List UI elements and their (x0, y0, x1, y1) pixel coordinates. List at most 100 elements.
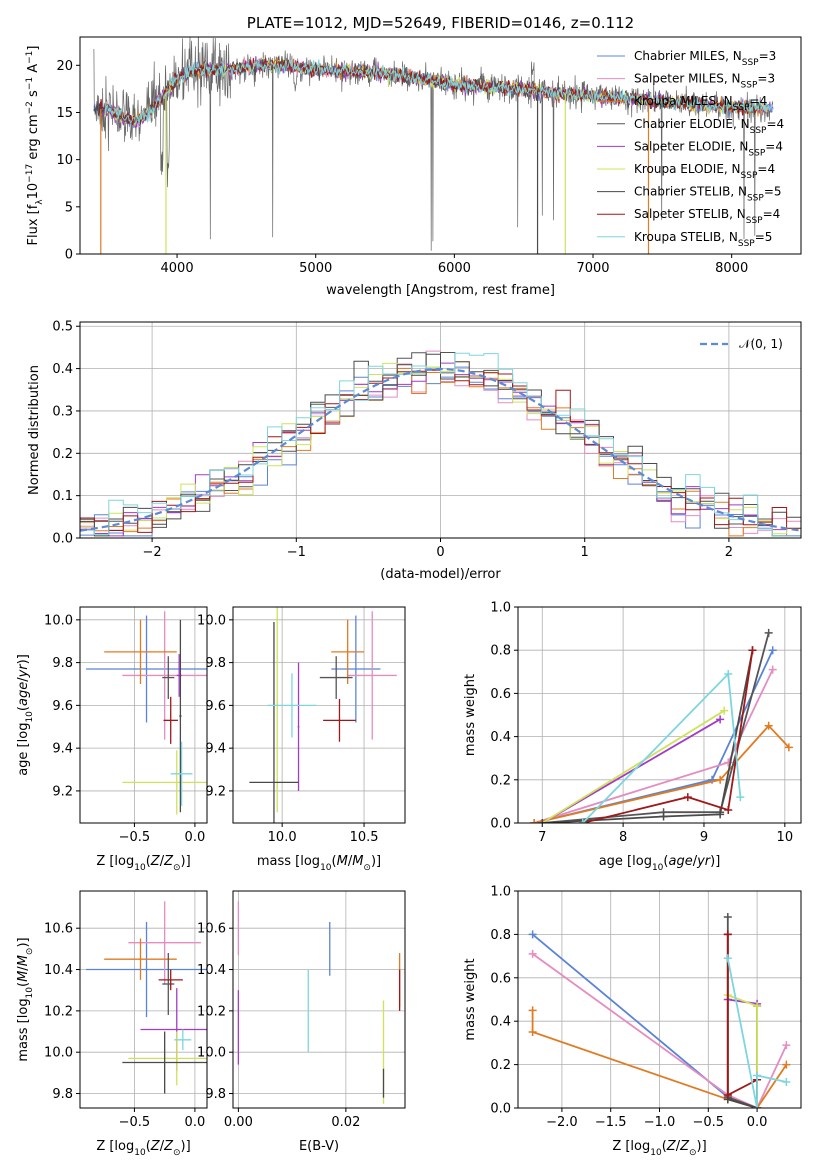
errorbar-kroupa_miles (104, 938, 177, 980)
y-tick-label: 0.2 (490, 1058, 511, 1073)
axes-frame (79, 321, 802, 539)
x-tick-label: 1 (581, 545, 589, 560)
errorbar-kroupa_miles (104, 619, 177, 684)
y-tick-label: 1.0 (490, 601, 511, 616)
x-tick-label: −0.5 (119, 1115, 151, 1130)
plot-area (528, 913, 791, 1108)
weight-marker (753, 1104, 762, 1108)
weight-line (541, 709, 725, 823)
weight-marker (748, 646, 757, 655)
plot-area (86, 611, 207, 815)
axes-frame (79, 606, 208, 824)
weight-marker (782, 1041, 791, 1050)
x-axis-label: Z [log10(Z/Z⊙)] (96, 854, 190, 873)
weight-marker (528, 930, 537, 939)
y-tick-label: 0.8 (490, 928, 511, 943)
y-tick-label: 9.8 (52, 1087, 73, 1102)
y-tick-label: 0.0 (490, 1102, 511, 1117)
y-tick-label: 10.0 (197, 613, 226, 628)
weight-marker (764, 628, 773, 637)
legend-entry-salpeter_elodie: Salpeter ELODIE, NSSP=4 (634, 139, 783, 158)
y-tick-label: 0.4 (52, 362, 73, 377)
y-tick-label: 0.0 (52, 532, 73, 547)
errorbar-chabrier_miles (86, 615, 207, 723)
x-axis-label: mass [log10(M/M⊙)] (257, 854, 381, 873)
weight-series-kroupa_elodie (538, 706, 729, 823)
x-tick-label: 8000 (715, 261, 748, 276)
errorbar-salpeter_stelib (163, 696, 178, 744)
y-tick-label: 0.0 (490, 817, 511, 832)
weight-marker (716, 715, 725, 724)
y-axis-label: mass weight (463, 958, 478, 1040)
errorbar-salpeter_elodie (297, 662, 300, 791)
x-tick-label: −1.5 (595, 1115, 627, 1130)
weight-marker (723, 1090, 732, 1099)
errorbar-kroupa_stelib (267, 673, 317, 738)
axes-frame (79, 890, 208, 1109)
axes-frame (232, 606, 406, 824)
x-tick-label: 0.0 (185, 1115, 206, 1130)
normal-curve (80, 367, 801, 532)
weight-series-kroupa_miles (530, 721, 793, 823)
plot-area (80, 350, 801, 537)
weight-series-kroupa_stelib (578, 669, 745, 823)
weight-marker (782, 1060, 791, 1069)
weight-marker (782, 1077, 791, 1086)
y-tick-label: 0.5 (52, 320, 73, 335)
weight-marker (768, 665, 777, 674)
weight-marker (736, 793, 745, 802)
weight-line (582, 650, 754, 823)
weight-marker (753, 1002, 762, 1011)
errorbar-kroupa_elodie (122, 750, 207, 815)
plot-area (86, 901, 207, 1094)
weight-line (727, 994, 758, 1108)
y-tick-label: 20 (56, 59, 73, 74)
weight-marker (530, 819, 539, 823)
x-tick-label: 5000 (299, 261, 332, 276)
weight-line (542, 650, 754, 823)
x-axis-label: (data-model)/error (380, 567, 501, 582)
panel-mass-vs-z: −0.5 0.0 9.8 10.0 10.2 10.4 10.6 Z [log10(Z/Z⊙)… (16, 890, 208, 1158)
weight-marker (528, 1006, 537, 1015)
legend-entry-kroupa_stelib: Kroupa STELIB, NSSP=5 (634, 230, 772, 249)
axes-frame (232, 890, 406, 1109)
weight-marker (528, 949, 537, 958)
legend-entry-chabrier_elodie: Chabrier ELODIE, NSSP=4 (634, 117, 784, 136)
y-tick-label: 9.8 (52, 656, 73, 671)
y-tick-label: 10.2 (44, 1004, 73, 1019)
y-tick-label: 0.6 (490, 687, 511, 702)
weight-marker (528, 1028, 537, 1037)
legend-entry-kroupa_elodie: Kroupa ELODIE, NSSP=4 (634, 162, 775, 181)
x-axis-label: Z [log10(Z/Z⊙)] (612, 1139, 706, 1158)
y-tick-label: 10.0 (44, 1046, 73, 1061)
errorbar-salpeter_stelib (158, 969, 183, 991)
y-tick-label: 5 (65, 200, 73, 215)
legend-entry-normal: 𝒩(0, 1) (739, 337, 783, 351)
weight-marker (659, 812, 668, 821)
weight-series-salpeter_miles (530, 665, 777, 823)
errorbar-salpeter_miles (347, 611, 397, 740)
x-axis-label: wavelength [Angstrom, rest frame] (326, 283, 555, 298)
y-tick-label: 0.6 (490, 971, 511, 986)
x-tick-label: −1 (287, 545, 306, 560)
y-tick-label: 0.2 (490, 773, 511, 788)
axes-frame (79, 36, 802, 255)
y-axis-label: age [log10(age/yr)] (16, 654, 35, 776)
weight-marker (723, 930, 732, 939)
y-tick-label: 0 (65, 248, 73, 263)
x-tick-label: −2 (143, 545, 162, 560)
errorbar-kroupa_miles (331, 619, 365, 684)
weight-marker (538, 819, 547, 823)
y-tick-label: 10.4 (197, 963, 226, 978)
spectrum-legend: Chabrier MILES, NSSP=3 Salpeter MILES, NS… (597, 49, 784, 249)
y-tick-label: 0.4 (490, 730, 511, 745)
y-tick-label: 10.2 (197, 1004, 226, 1019)
weight-marker (716, 810, 725, 819)
y-tick-label: 9.4 (205, 742, 226, 757)
weight-series-kroupa_stelib (723, 954, 791, 1108)
weight-line (726, 958, 787, 1108)
x-tick-label: 4000 (161, 261, 194, 276)
errorbar-kroupa_stelib (174, 1029, 192, 1051)
y-tick-label: 9.8 (205, 1087, 226, 1102)
plot-area (249, 607, 397, 823)
